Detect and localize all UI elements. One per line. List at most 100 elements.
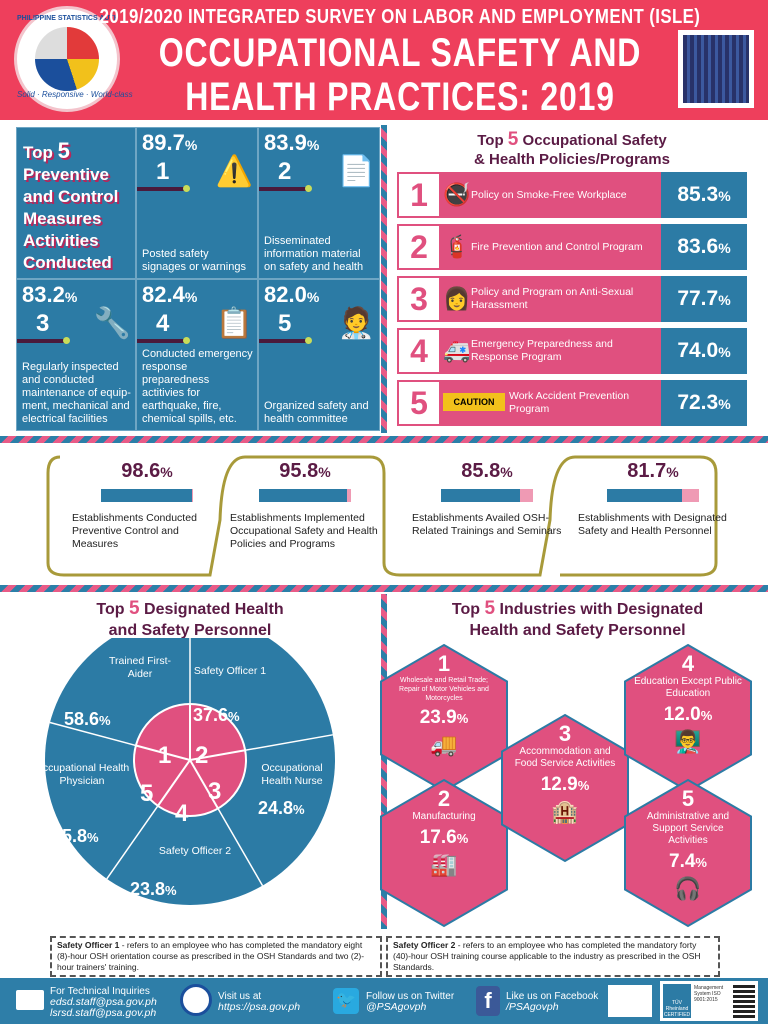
- percent-sign: %: [165, 883, 177, 898]
- industry-label: Accommodation and Food Service Activitie…: [514, 746, 616, 769]
- policy-percentage: 74.0%: [661, 328, 747, 374]
- personnel-label: Occupational Health Nurse: [261, 762, 323, 787]
- item-label: Organized safety and health committee: [264, 400, 369, 425]
- percent-sign: %: [500, 464, 513, 480]
- percent-sign: %: [228, 709, 240, 724]
- personnel-label: Safety Officer 2: [158, 845, 232, 857]
- pie-divider: [157, 759, 191, 807]
- ambulance-icon: 🚑: [443, 338, 471, 363]
- policy-label: Fire Prevention and Control Program: [471, 240, 643, 253]
- percent-sign: %: [456, 711, 469, 726]
- woman-icon: 👩: [443, 286, 471, 311]
- rank-number: 5: [278, 310, 292, 337]
- caution-sign-icon: CAUTION: [443, 393, 505, 411]
- checklist-icon: 📋: [215, 307, 253, 340]
- percentage: 89.7%: [142, 130, 253, 158]
- preventive-item-5: 82.0% 5 🧑‍⚕️ Organized safety and health co…: [258, 279, 380, 431]
- facebook: Like us on Facebook/PSAgovph: [506, 991, 599, 1013]
- percentage-value: 12.9: [540, 774, 578, 795]
- facebook-icon[interactable]: f: [476, 986, 500, 1016]
- email-link[interactable]: edsd.staff@psa.gov.ph: [50, 996, 157, 1008]
- twitter-icon[interactable]: 🐦: [333, 988, 359, 1014]
- policy-label: Emergency Preparedness and Response Prog…: [471, 338, 613, 363]
- rank-dot: [305, 337, 312, 344]
- progress-bar: [101, 489, 193, 502]
- percentage-value: 85.8: [461, 460, 501, 482]
- work-safety-document-icon: 📄: [337, 155, 375, 188]
- personnel-rank: 1: [158, 742, 172, 769]
- rank-line: [259, 187, 307, 191]
- percentage-value: 83.9: [264, 130, 307, 155]
- percent-sign: %: [718, 396, 731, 412]
- preventive-measures-grid: Top 5 Preventive and Control Measures Act…: [16, 127, 380, 431]
- rank-number: 2: [397, 224, 441, 270]
- progress-bar: [259, 489, 351, 502]
- industry-rank: 2: [437, 786, 451, 811]
- rank-line: [259, 339, 307, 343]
- personnel-rank: 4: [175, 800, 189, 827]
- establishment-label: Establishments Implemented Occupational …: [230, 512, 378, 550]
- establishment-label: Establishments Availed OSH-Related Train…: [412, 512, 562, 537]
- industry-rank: 3: [558, 721, 572, 746]
- percentage-value: 81.7: [627, 460, 667, 482]
- percent-sign: %: [577, 778, 590, 793]
- page-title-line1: OCCUPATIONAL SAFETY AND: [158, 31, 642, 75]
- progress-fill: [259, 489, 348, 502]
- rank-row: 4 📋: [137, 307, 253, 348]
- policy-band: [441, 276, 661, 322]
- percentage-value: 37.6: [193, 705, 229, 725]
- policy-label: Policy on Smoke-Free Workplace: [471, 188, 627, 201]
- industry-rank: 4: [681, 651, 695, 676]
- percentage-value: 95.8: [279, 460, 319, 482]
- logo-ring-text: PHILIPPINE STATISTICS AUTHORITY: [17, 15, 117, 22]
- rank-dot: [63, 337, 70, 344]
- industry-3: 3 Accommodation and Food Service Activiti…: [510, 721, 620, 825]
- personnel-rank: 2: [195, 742, 209, 769]
- rank-number: 1: [397, 172, 441, 218]
- establishment-stat: 85.8% Establishments Availed OSH-Related …: [412, 460, 562, 538]
- signature: [608, 985, 652, 1017]
- email-icon: [16, 990, 44, 1010]
- rank-row: 5 🧑‍⚕️: [259, 307, 375, 348]
- personnel-percentage: 58.6%: [64, 708, 111, 732]
- percentage-value: 74.0: [677, 339, 719, 362]
- personnel-label: Trained First-Aider: [108, 655, 172, 680]
- percent-sign: %: [718, 292, 731, 308]
- qr-code[interactable]: [678, 30, 754, 108]
- percent-sign: %: [306, 289, 320, 305]
- personnel-title: Top 5 Designated Health and Safety Person…: [96, 598, 284, 639]
- cert-qr-code[interactable]: [733, 984, 755, 1018]
- percent-sign: %: [666, 464, 679, 480]
- preventive-item-4: 82.4% 4 📋 Conducted emergency response prep…: [136, 279, 258, 431]
- no-smoking-icon: 🚭: [443, 182, 471, 207]
- email-link[interactable]: lsrsd.staff@psa.gov.ph: [50, 1007, 157, 1019]
- header: PHILIPPINE STATISTICS AUTHORITY Solid · …: [0, 0, 768, 120]
- establishment-stat: 81.7% Establishments with Designated Safe…: [578, 460, 728, 538]
- percentage: 85.8%: [412, 460, 562, 483]
- divider: [381, 594, 387, 929]
- percent-sign: %: [718, 188, 731, 204]
- rank-row: 2 📄: [259, 155, 375, 196]
- industries-hexagons: [380, 643, 752, 928]
- website-link[interactable]: https://psa.gov.ph: [218, 1001, 301, 1013]
- industry-1: 1 Wholesale and Retail Trade; Repair of M…: [389, 651, 499, 758]
- percent-sign: %: [184, 137, 198, 153]
- percentage-value: 98.6: [121, 460, 161, 482]
- preventive-item-2: 83.9% 2 📄 Disseminated information material…: [258, 127, 380, 279]
- personnel-rank: 3: [208, 778, 222, 805]
- mechanic-wrench-icon: 🔧: [93, 307, 131, 340]
- percentage-value: 83.2: [22, 282, 65, 307]
- policy-band: [441, 328, 661, 374]
- percentage-value: 82.4: [142, 282, 185, 307]
- percentage-value: 23.8: [130, 879, 166, 899]
- percent-sign: %: [293, 802, 305, 817]
- facebook-link[interactable]: /PSAgovph: [506, 1001, 559, 1013]
- industry-percentage: 12.9%: [510, 774, 620, 797]
- percent-sign: %: [718, 240, 731, 256]
- percentage: 82.4%: [142, 282, 253, 310]
- percentage: 95.8%: [230, 460, 380, 483]
- twitter-link[interactable]: @PSAgovph: [366, 1001, 427, 1013]
- percent-sign: %: [64, 289, 78, 305]
- rank-dot: [305, 185, 312, 192]
- support-agent-icon: 🎧: [674, 876, 702, 901]
